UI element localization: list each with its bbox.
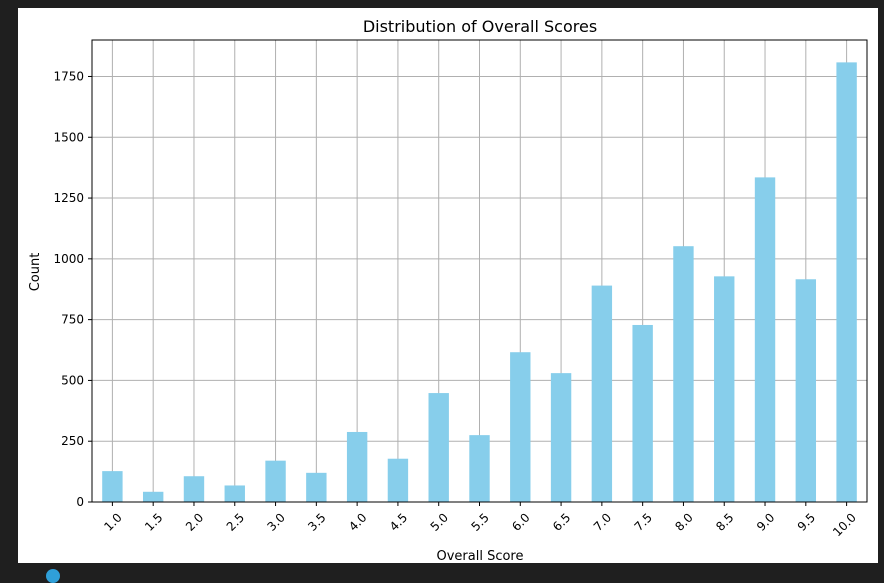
bar: [183, 476, 205, 502]
x-tick-label: 8.0: [672, 510, 695, 533]
x-tick-label: 3.5: [305, 510, 328, 533]
plot-frame: [91, 39, 868, 503]
bar-chart: Distribution of Overall Scores Overall S…: [28, 17, 868, 563]
bottom-strip: [0, 563, 884, 573]
bar: [591, 285, 613, 502]
bar: [265, 460, 286, 502]
bar: [224, 485, 245, 502]
x-tick-label: 10.0: [830, 510, 859, 539]
x-tick-label: 2.0: [183, 510, 206, 533]
x-tick-label: 1.0: [101, 510, 124, 533]
y-tick-label: 500: [61, 373, 84, 387]
bar: [510, 352, 531, 502]
bar: [428, 393, 449, 502]
bar: [836, 62, 857, 503]
status-dot-icon: [46, 569, 60, 583]
x-tick-label: 9.0: [754, 510, 777, 533]
bar: [306, 472, 327, 502]
y-tick-label: 0: [76, 495, 84, 509]
bar: [714, 276, 735, 502]
x-tick-label: 4.5: [387, 510, 410, 533]
bar: [754, 177, 776, 502]
y-tick-label: 250: [61, 434, 84, 448]
x-tick-label: 6.5: [550, 510, 573, 533]
axes: 0 250 500 750 1000 1250 1500 1750 1.0 1.5 2.0 2.5 3.…: [53, 39, 868, 539]
x-tick-label: 6.0: [509, 510, 532, 533]
x-tick-label: 5.0: [428, 510, 451, 533]
bar: [387, 458, 409, 502]
y-tick-label: 750: [61, 313, 84, 327]
grid-lines: [92, 40, 867, 503]
y-tick-label: 1750: [53, 69, 84, 83]
y-tick-label: 1250: [53, 191, 84, 205]
bars: [102, 62, 857, 503]
bar: [102, 471, 123, 502]
x-tick-label: 5.5: [468, 510, 491, 533]
y-tick-label: 1500: [53, 130, 84, 144]
chart-figure: Distribution of Overall Scores Overall S…: [18, 8, 878, 563]
x-tick-label: 2.5: [224, 510, 247, 533]
bar: [550, 373, 572, 502]
bar: [346, 431, 368, 502]
y-axis-label: Count: [28, 253, 43, 292]
bar: [632, 324, 653, 502]
bar: [795, 279, 817, 502]
x-tick-label: 1.5: [142, 510, 165, 533]
bar: [469, 435, 490, 502]
x-axis-label: Overall Score: [436, 549, 523, 563]
x-tick-label: 7.5: [632, 510, 655, 533]
bar: [142, 491, 164, 502]
y-tick-label: 1000: [53, 252, 84, 266]
bar: [673, 246, 694, 502]
x-tick-label: 8.5: [713, 510, 736, 533]
x-tick-label: 3.0: [264, 510, 287, 533]
x-tick-label: 9.5: [795, 510, 818, 533]
chart-title: Distribution of Overall Scores: [363, 17, 597, 36]
x-tick-label: 7.0: [591, 510, 614, 533]
x-tick-label: 4.0: [346, 510, 369, 533]
